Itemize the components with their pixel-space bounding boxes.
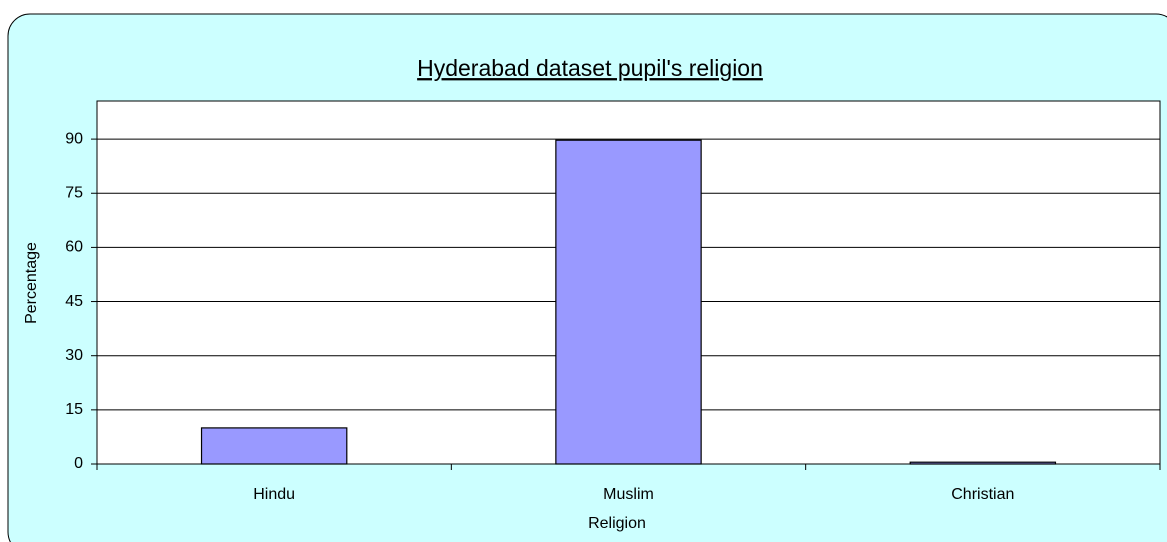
- y-tick-label: 75: [65, 184, 83, 201]
- y-tick-label: 0: [74, 455, 83, 472]
- y-tick-label: 45: [65, 293, 83, 310]
- x-tick-label: Hindu: [253, 486, 295, 503]
- y-axis-label: Percentage: [23, 242, 40, 324]
- y-tick-label: 30: [65, 347, 83, 364]
- chart-title: Hyderabad dataset pupil's religion: [417, 55, 763, 81]
- bar: [200, 427, 348, 465]
- bar: [909, 461, 1057, 465]
- y-tick-label: 60: [65, 239, 83, 256]
- bar: [555, 139, 702, 465]
- x-axis-label: Religion: [588, 515, 646, 532]
- y-tick-label: 15: [65, 401, 83, 418]
- x-tick-label: Muslim: [603, 486, 654, 503]
- x-tick-label: Christian: [951, 486, 1014, 503]
- y-tick-label: 90: [65, 130, 83, 147]
